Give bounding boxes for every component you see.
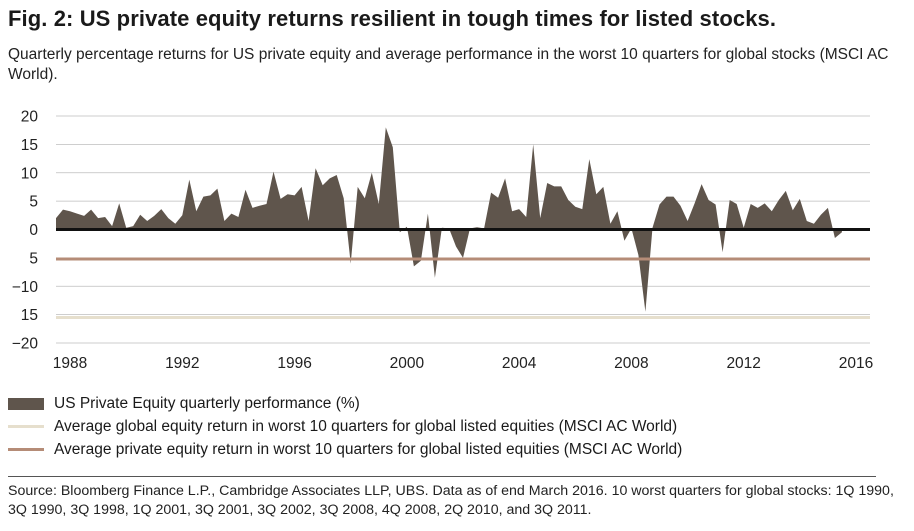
legend-label: US Private Equity quarterly performance … xyxy=(54,394,360,412)
x-tick-label: 2012 xyxy=(726,355,760,372)
y-tick-label: −10 xyxy=(12,279,39,296)
y-tick-label: 0 xyxy=(29,222,38,239)
legend-swatch-line xyxy=(8,425,44,428)
legend-item-private-equity-performance: US Private Equity quarterly performance … xyxy=(8,392,682,415)
legend-label: Average private equity return in worst 1… xyxy=(54,440,683,458)
x-tick-label: 1988 xyxy=(53,355,87,372)
x-axis-tick-labels: 1988 1992 1996 2000 2004 2008 2012 2016 xyxy=(53,355,873,372)
chart-subtitle: Quarterly percentage returns for US priv… xyxy=(8,46,889,83)
legend-item-global-equity-average: Average global equity return in worst 10… xyxy=(8,415,682,438)
x-tick-label: 2008 xyxy=(614,355,648,372)
x-tick-label: 2004 xyxy=(502,355,537,372)
y-tick-label: 5 xyxy=(29,194,38,211)
chart-plot: 20 15 10 5 0 5 −10 15 −20 1988 1992 1996 2000 2004 20… xyxy=(12,109,874,373)
source-note: Source: Bloomberg Finance L.P., Cambridg… xyxy=(8,483,894,518)
x-tick-label: 1996 xyxy=(277,355,311,372)
y-tick-label: 20 xyxy=(21,109,39,126)
y-axis-tick-labels: 20 15 10 5 0 5 −10 15 −20 xyxy=(12,109,39,353)
legend-swatch-line xyxy=(8,448,44,451)
y-tick-label: −20 xyxy=(12,336,39,353)
legend-item-private-equity-average: Average private equity return in worst 1… xyxy=(8,438,682,461)
x-tick-label: 1992 xyxy=(165,355,199,372)
y-tick-label: 5 xyxy=(29,250,38,267)
legend-swatch-area xyxy=(8,397,44,410)
x-tick-label: 2000 xyxy=(390,355,425,372)
y-tick-label: 15 xyxy=(21,307,38,324)
legend-label: Average global equity return in worst 10… xyxy=(54,417,678,435)
private-equity-area-series xyxy=(56,127,842,312)
footer-divider xyxy=(8,476,876,477)
y-tick-label: 15 xyxy=(21,137,38,154)
x-tick-label: 2016 xyxy=(839,355,873,372)
chart-title: Fig. 2: US private equity returns resili… xyxy=(8,6,777,31)
legend: US Private Equity quarterly performance … xyxy=(8,392,682,461)
y-tick-label: 10 xyxy=(21,165,39,182)
